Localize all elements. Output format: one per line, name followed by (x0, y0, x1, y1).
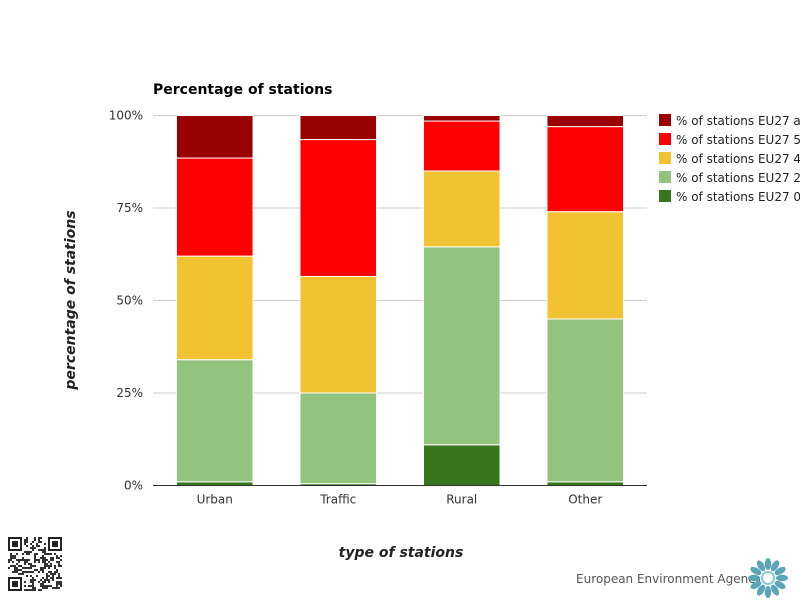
bar-segment (175, 481, 254, 486)
bar-segment (299, 392, 378, 485)
y-tick-label: 50% (116, 294, 143, 308)
bar-segment (546, 126, 625, 213)
bar-segment (422, 120, 501, 172)
x-axis-title: type of stations (339, 545, 464, 561)
bar-segment (546, 481, 625, 486)
y-tick-label: 100% (109, 109, 143, 123)
bar-segment (546, 211, 625, 320)
y-tick-label: 0% (124, 479, 143, 493)
bar-segment (299, 139, 378, 277)
bar-segment (422, 170, 501, 248)
x-axis-ticks: Urban Traffic Rural Other (197, 493, 603, 507)
legend-label: % of stations EU27 0 (676, 190, 800, 204)
legend-label: % of stations EU27 4 (676, 152, 800, 166)
bars (175, 115, 625, 486)
legend-label: % of stations EU27 a (676, 114, 800, 128)
legend-label: % of stations EU27 5 (676, 133, 800, 147)
legend: % of stations EU27 a % of stations EU27 5… (659, 114, 800, 204)
agency-name: European Environment Agency (576, 572, 762, 586)
bar-segment (175, 157, 254, 257)
bar-segment (299, 275, 378, 394)
qr-code-icon (8, 537, 62, 591)
y-tick-label: 75% (116, 201, 143, 215)
bar-segment (546, 318, 625, 483)
y-axis-title: percentage of stations (63, 210, 79, 390)
x-tick-label: Rural (446, 493, 477, 507)
legend-swatch (659, 114, 671, 126)
bar-segment (546, 115, 625, 128)
x-tick-label: Urban (197, 493, 233, 507)
legend-swatch (659, 152, 671, 164)
eea-logo-icon (748, 558, 788, 598)
chart-title: Percentage of stations (153, 82, 332, 98)
y-axis-ticks: 0% 25% 50% 75% 100% (109, 109, 143, 493)
bar-segment (299, 115, 378, 141)
x-tick-label: Other (568, 493, 602, 507)
bar-segment (422, 115, 501, 122)
bar-segment (422, 246, 501, 446)
legend-swatch (659, 190, 671, 202)
bar-segment (422, 444, 501, 486)
legend-swatch (659, 171, 671, 183)
bar-segment (175, 359, 254, 483)
bar-segment (175, 255, 254, 361)
eea-logo: European Environment Agency (576, 558, 788, 598)
x-tick-label: Traffic (319, 493, 356, 507)
y-tick-label: 25% (116, 386, 143, 400)
legend-label: % of stations EU27 2 (676, 171, 800, 185)
legend-swatch (659, 133, 671, 145)
bar-segment (175, 115, 254, 159)
